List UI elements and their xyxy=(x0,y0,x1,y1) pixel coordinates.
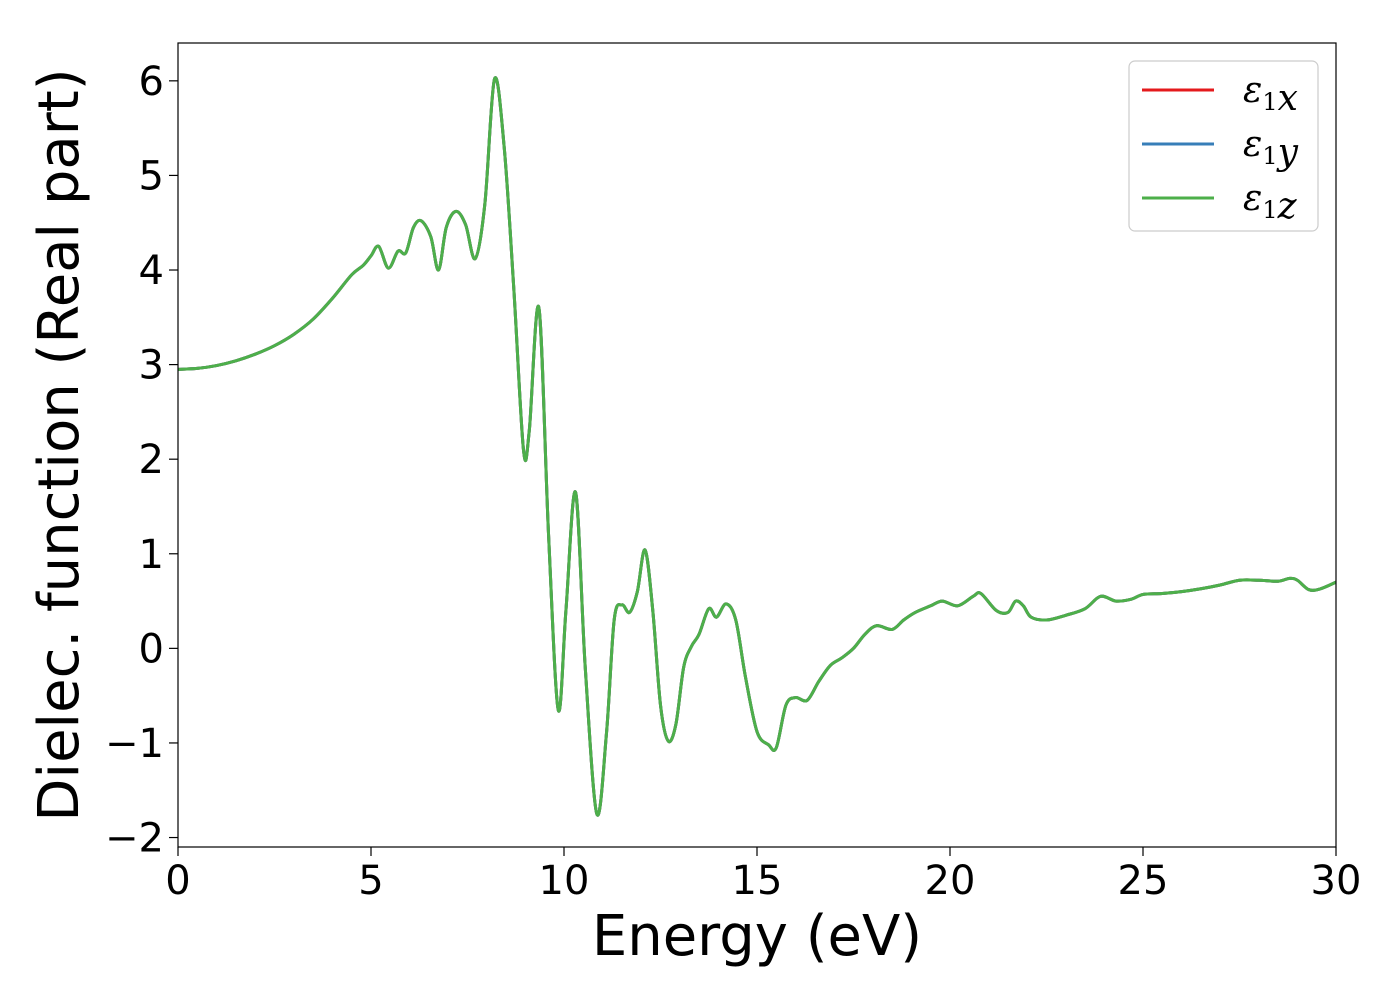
x-tick-label: 15 xyxy=(732,858,783,904)
x-tick-label: 25 xyxy=(1118,858,1169,904)
y-tick-label: 6 xyxy=(139,59,164,105)
y-tick-label: −2 xyxy=(105,816,164,862)
y-tick-label: 3 xyxy=(139,343,164,389)
series-layer xyxy=(178,76,1336,817)
x-tick-label: 10 xyxy=(539,858,590,904)
x-axis-ticks: 0 5 10 15 20 25 30 xyxy=(165,847,1361,904)
y-axis-ticks: −2 −1 0 1 2 3 4 5 6 xyxy=(105,59,178,862)
legend: ε1x ε1y ε1z xyxy=(1128,60,1319,232)
y-tick-label: −1 xyxy=(105,721,164,767)
x-tick-label: 20 xyxy=(925,858,976,904)
y-tick-label: 2 xyxy=(139,437,164,483)
y-axis-title: Dielec. function (Real part) xyxy=(27,68,92,821)
legend-label-eps1z: ε1z xyxy=(1243,178,1298,227)
x-tick-label: 5 xyxy=(358,858,383,904)
x-axis-title: Energy (eV) xyxy=(592,904,922,969)
series-line-eps1z xyxy=(178,76,1336,817)
legend-label-eps1x: ε1x xyxy=(1243,70,1298,119)
legend-box xyxy=(1128,60,1319,232)
x-tick-label: 30 xyxy=(1311,858,1362,904)
y-tick-label: 1 xyxy=(139,532,164,578)
y-tick-label: 4 xyxy=(139,248,164,294)
y-tick-label: 0 xyxy=(139,626,164,672)
legend-label-eps1y: ε1y xyxy=(1243,124,1299,173)
y-tick-label: 5 xyxy=(139,153,164,199)
x-tick-label: 0 xyxy=(165,858,190,904)
